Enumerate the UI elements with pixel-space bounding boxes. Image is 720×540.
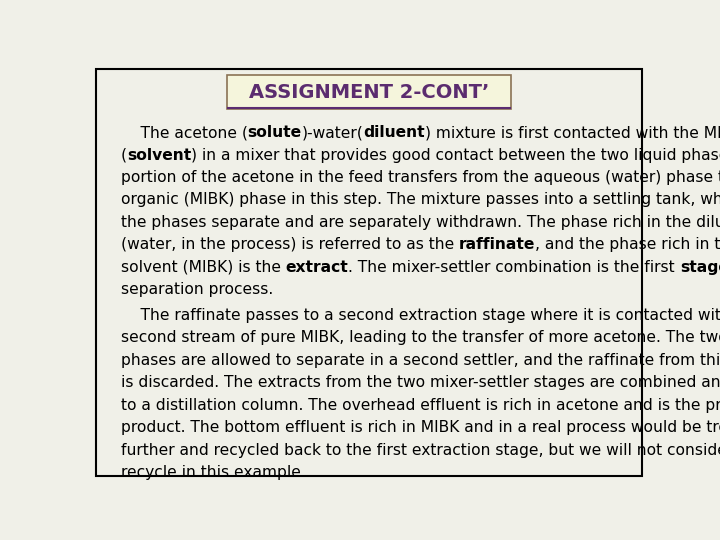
Text: ) mixture is first contacted with the MIBK: ) mixture is first contacted with the MI… [426,125,720,140]
Text: The raffinate passes to a second extraction stage where it is contacted with a: The raffinate passes to a second extract… [121,308,720,323]
Text: (water, in the process) is referred to as the: (water, in the process) is referred to a… [121,238,459,252]
Text: separation process.: separation process. [121,282,273,297]
Text: to a distillation column. The overhead effluent is rich in acetone and is the pr: to a distillation column. The overhead e… [121,398,720,413]
Text: solvent (MIBK) is the: solvent (MIBK) is the [121,260,286,275]
FancyBboxPatch shape [96,69,642,476]
Text: )-water(: )-water( [302,125,364,140]
Text: The acetone (: The acetone ( [121,125,248,140]
Text: the phases separate and are separately withdrawn. The phase rich in the diluent: the phases separate and are separately w… [121,215,720,230]
FancyBboxPatch shape [227,75,511,109]
Text: product. The bottom effluent is rich in MIBK and in a real process would be trea: product. The bottom effluent is rich in … [121,420,720,435]
Text: second stream of pure MIBK, leading to the transfer of more acetone. The two: second stream of pure MIBK, leading to t… [121,330,720,346]
Text: raffinate: raffinate [459,238,535,252]
Text: organic (MIBK) phase in this step. The mixture passes into a settling tank, wher: organic (MIBK) phase in this step. The m… [121,192,720,207]
Text: phases are allowed to separate in a second settler, and the raffinate from this : phases are allowed to separate in a seco… [121,353,720,368]
Text: further and recycled back to the first extraction stage, but we will not conside: further and recycled back to the first e… [121,443,720,458]
Text: stage: stage [680,260,720,275]
Text: extract: extract [286,260,348,275]
Text: ASSIGNMENT 2-CONT’: ASSIGNMENT 2-CONT’ [249,83,489,102]
Text: (: ( [121,147,127,163]
Text: diluent: diluent [364,125,426,140]
Text: , and the phase rich in the: , and the phase rich in the [535,238,720,252]
Text: ) in a mixer that provides good contact between the two liquid phases. A: ) in a mixer that provides good contact … [191,147,720,163]
Text: . The mixer-settler combination is the first: . The mixer-settler combination is the f… [348,260,680,275]
Text: recycle in this example.: recycle in this example. [121,465,305,480]
Text: solute: solute [248,125,302,140]
Text: is discarded. The extracts from the two mixer-settler stages are combined and fe: is discarded. The extracts from the two … [121,375,720,390]
Text: solvent: solvent [127,147,191,163]
Text: portion of the acetone in the feed transfers from the aqueous (water) phase to t: portion of the acetone in the feed trans… [121,170,720,185]
